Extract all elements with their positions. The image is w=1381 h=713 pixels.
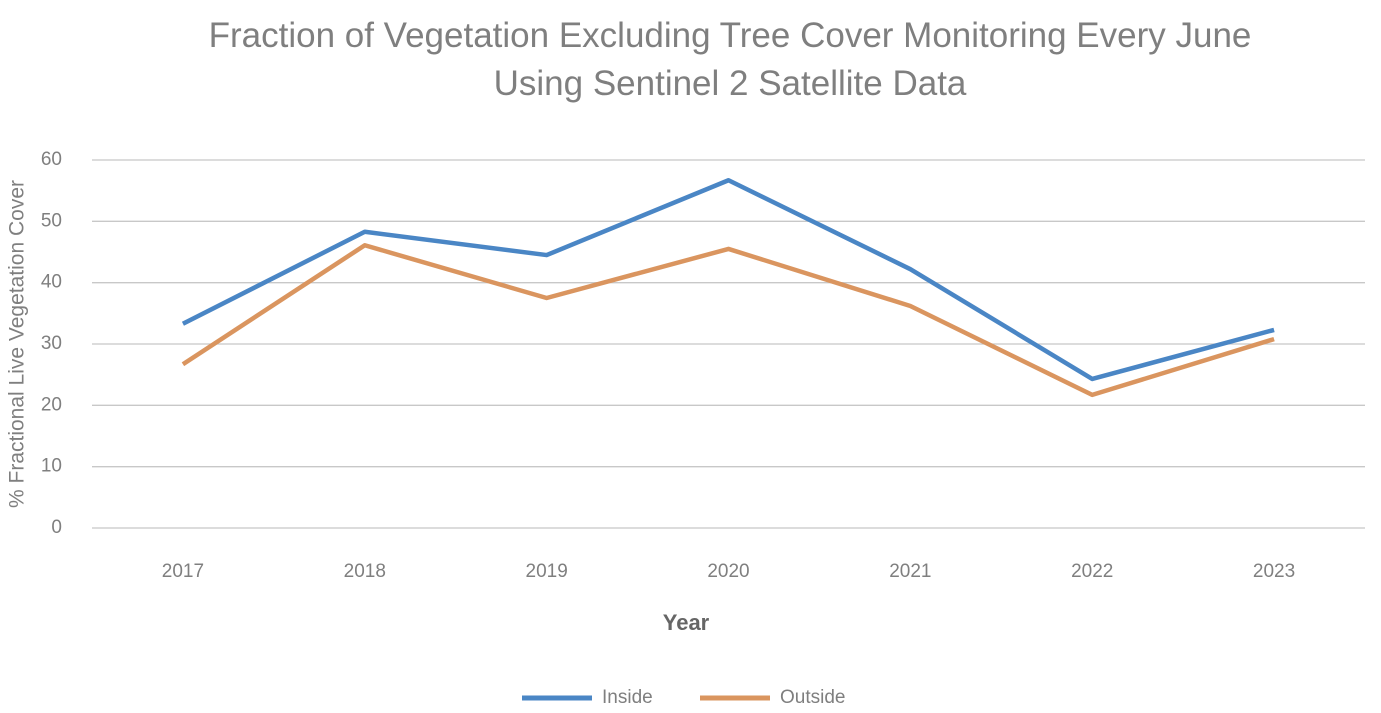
y-axis-label: % Fractional Live Vegetation Cover — [6, 180, 29, 508]
legend-label: Inside — [602, 687, 653, 708]
x-tick-label: 2021 — [889, 561, 931, 582]
data-line — [181, 243, 1275, 398]
x-tick-label: 2023 — [1253, 561, 1295, 582]
y-tick-label: 10 — [41, 456, 62, 477]
y-tick-label: 60 — [41, 149, 62, 170]
legend-label: Outside — [780, 687, 845, 708]
x-tick-label: 2022 — [1071, 561, 1113, 582]
y-tick-label: 0 — [51, 517, 62, 538]
x-tick-label: 2017 — [162, 561, 204, 582]
y-tick-label: 30 — [41, 333, 62, 354]
x-tick-label: 2018 — [344, 561, 386, 582]
data-line — [181, 177, 1275, 382]
y-tick-label: 50 — [41, 210, 62, 231]
x-tick-label: 2020 — [707, 561, 749, 582]
x-tick-label: 2019 — [526, 561, 568, 582]
y-tick-label: 40 — [41, 272, 62, 293]
x-axis-label: Year — [663, 610, 710, 635]
chart-title: Fraction of Vegetation Excluding Tree Co… — [208, 16, 1252, 103]
y-tick-label: 20 — [41, 394, 62, 415]
